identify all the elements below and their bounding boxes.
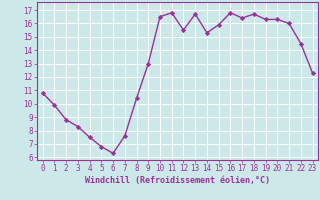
X-axis label: Windchill (Refroidissement éolien,°C): Windchill (Refroidissement éolien,°C): [85, 176, 270, 185]
